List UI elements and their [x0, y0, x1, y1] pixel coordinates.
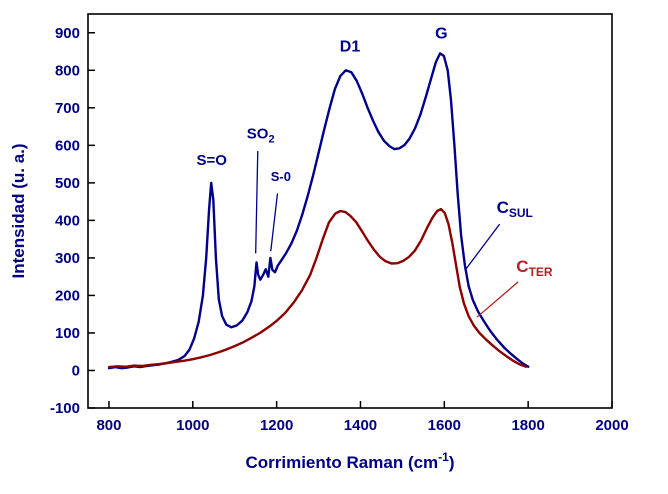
y-tick-label--100: -100 [50, 400, 80, 417]
y-tick-label-900: 900 [55, 25, 80, 42]
annotation-line-C-SUL-label [464, 223, 501, 271]
y-tick-label-600: 600 [55, 137, 80, 154]
y-tick-label-100: 100 [55, 325, 80, 342]
y-tick-label-700: 700 [55, 100, 80, 117]
annotation-S-eq-O: S=O [196, 152, 227, 169]
x-tick-label-1200: 1200 [260, 417, 293, 434]
x-tick-label-1400: 1400 [344, 417, 377, 434]
x-axis-title: Corrimiento Raman (cm-1) [245, 450, 454, 472]
annotation-C-TER-label: CTER [516, 257, 553, 279]
x-tick-label-800: 800 [96, 417, 121, 434]
x-tick-label-1600: 1600 [428, 417, 461, 434]
annotation-line-C-TER-label [476, 281, 519, 318]
series-C_TER [107, 207, 528, 369]
plot-frame [87, 13, 613, 409]
annotation-C-SUL-label: CSUL [497, 198, 533, 220]
annotation-S-0: S-0 [271, 169, 291, 184]
y-tick-label-0: 0 [72, 362, 80, 379]
y-axis-title: Intensidad (u. a.) [9, 143, 28, 278]
series-C_SUL [107, 52, 530, 370]
y-tick-label-800: 800 [55, 62, 80, 79]
annotation-SO2: SO2 [247, 126, 275, 146]
x-tick-label-1800: 1800 [511, 417, 544, 434]
y-tick-label-500: 500 [55, 175, 80, 192]
annotation-G: G [435, 25, 447, 42]
x-tick-label-2000: 2000 [595, 417, 628, 434]
annotation-D1: D1 [340, 39, 361, 56]
y-tick-label-300: 300 [55, 250, 80, 267]
annotation-line-SO2 [255, 150, 259, 254]
x-tick-label-1000: 1000 [176, 417, 209, 434]
y-tick-label-400: 400 [55, 212, 80, 229]
annotation-line-S-0 [270, 193, 279, 252]
y-tick-label-200: 200 [55, 287, 80, 304]
